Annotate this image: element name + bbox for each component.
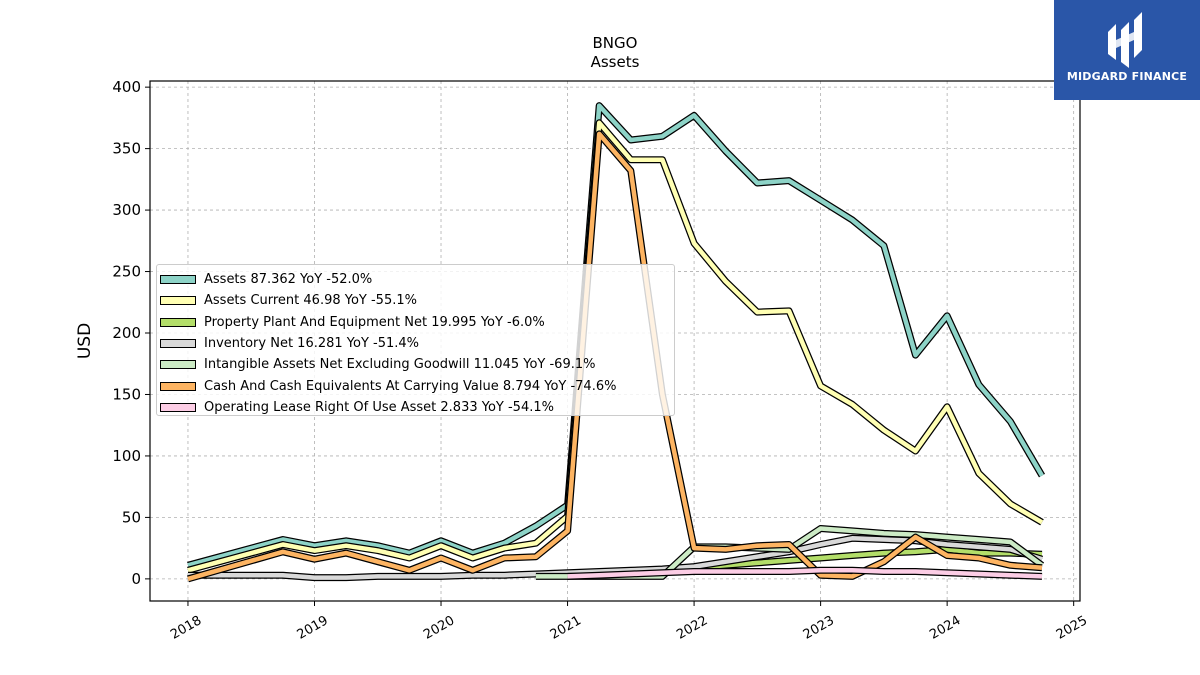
legend-swatch	[160, 317, 196, 327]
series-line-inventory-net	[188, 536, 1043, 580]
legend-swatch	[160, 296, 196, 306]
y-axis-label: USD	[75, 323, 95, 359]
y-tick-label: 250	[112, 263, 141, 281]
x-tick-label: 2025	[1054, 613, 1090, 643]
legend-label: Assets 87.362 YoY -52.0%	[204, 272, 373, 288]
x-tick-label: 2019	[295, 613, 331, 643]
chart-subtitle: Assets	[591, 53, 640, 71]
y-tick-label: 350	[112, 140, 141, 158]
series-line-assets	[187, 103, 1044, 568]
y-tick-label: 150	[112, 385, 141, 403]
series-line-operating-lease-right-of-use-asset	[567, 568, 1043, 579]
legend-swatch	[160, 402, 196, 412]
legend-item: Assets Current 46.98 YoY -55.1%	[157, 290, 674, 311]
legend-item: Operating Lease Right Of Use Asset 2.833…	[157, 397, 674, 418]
x-tick-label: 2021	[548, 613, 584, 643]
y-axis: 0 50 100 150 200 250 300 350 400	[112, 78, 150, 588]
chart-title: BNGO	[593, 34, 638, 52]
series-line-property-plant-and-equipment-net	[693, 547, 1043, 571]
legend-label: Operating Lease Right Of Use Asset 2.833…	[204, 399, 554, 415]
legend-item: Intangible Assets Net Excluding Goodwill…	[157, 354, 674, 375]
legend-label: Cash And Cash Equivalents At Carrying Va…	[204, 378, 617, 394]
legend-swatch	[160, 339, 196, 349]
y-tick-label: 200	[112, 324, 141, 342]
legend-label: Inventory Net 16.281 YoY -51.4%	[204, 336, 420, 352]
brand-logo: MIDGARD FINANCE	[1054, 0, 1200, 100]
legend-swatch	[160, 360, 196, 370]
legend-item: Property Plant And Equipment Net 19.995 …	[157, 312, 674, 333]
y-tick-label: 300	[112, 201, 141, 219]
legend-swatch	[160, 381, 196, 391]
legend-swatch	[160, 275, 196, 285]
legend-label: Property Plant And Equipment Net 19.995 …	[204, 314, 545, 330]
legend-item: Assets 87.362 YoY -52.0%	[157, 269, 674, 290]
logo-text: MIDGARD FINANCE	[1066, 70, 1188, 83]
x-tick-label: 2024	[927, 613, 963, 643]
x-tick-label: 2018	[168, 613, 204, 643]
legend-label: Assets Current 46.98 YoY -55.1%	[204, 293, 417, 309]
x-axis: 2018 2019 2020 2021 2022 2023 2024 2025	[168, 601, 1090, 643]
legend-item: Cash And Cash Equivalents At Carrying Va…	[157, 375, 674, 396]
x-tick-label: 2020	[421, 613, 457, 643]
y-tick-label: 100	[112, 447, 141, 465]
series-line-assets-current	[187, 120, 1044, 573]
y-tick-label: 50	[122, 508, 141, 526]
midgard-logo-icon	[1108, 12, 1142, 68]
x-tick-label: 2023	[801, 613, 837, 643]
plot-frame	[149, 80, 1081, 602]
y-tick-label: 0	[131, 570, 141, 588]
y-tick-label: 400	[112, 78, 141, 96]
legend-label: Intangible Assets Net Excluding Goodwill…	[204, 357, 596, 373]
chart-legend: Assets 87.362 YoY -52.0% Assets Current 4…	[156, 264, 675, 416]
legend-item: Inventory Net 16.281 YoY -51.4%	[157, 333, 674, 354]
x-tick-label: 2022	[674, 613, 710, 643]
